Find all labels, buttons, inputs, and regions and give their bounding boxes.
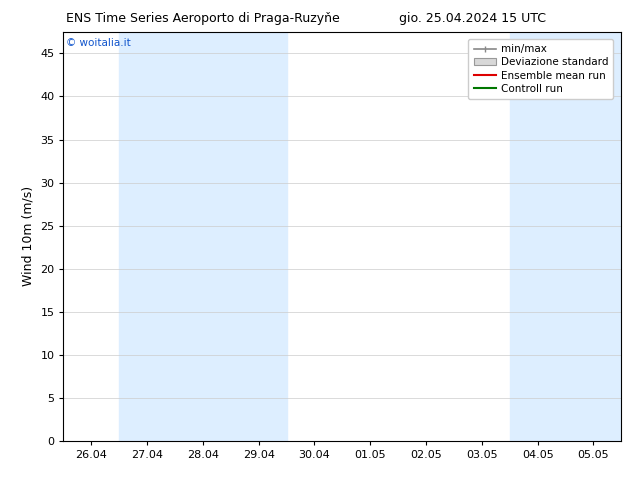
Text: ENS Time Series Aeroporto di Praga-Ruzyňе: ENS Time Series Aeroporto di Praga-Ruzyň… [66, 12, 340, 25]
Bar [119, 32, 231, 441]
Text: © woitalia.it: © woitalia.it [66, 38, 131, 48]
Bar [510, 32, 621, 441]
Legend: min/max, Deviazione standard, Ensemble mean run, Controll run: min/max, Deviazione standard, Ensemble m… [469, 39, 613, 99]
Bar [231, 32, 287, 441]
Y-axis label: Wind 10m (m/s): Wind 10m (m/s) [22, 186, 35, 287]
Text: gio. 25.04.2024 15 UTC: gio. 25.04.2024 15 UTC [399, 12, 546, 25]
